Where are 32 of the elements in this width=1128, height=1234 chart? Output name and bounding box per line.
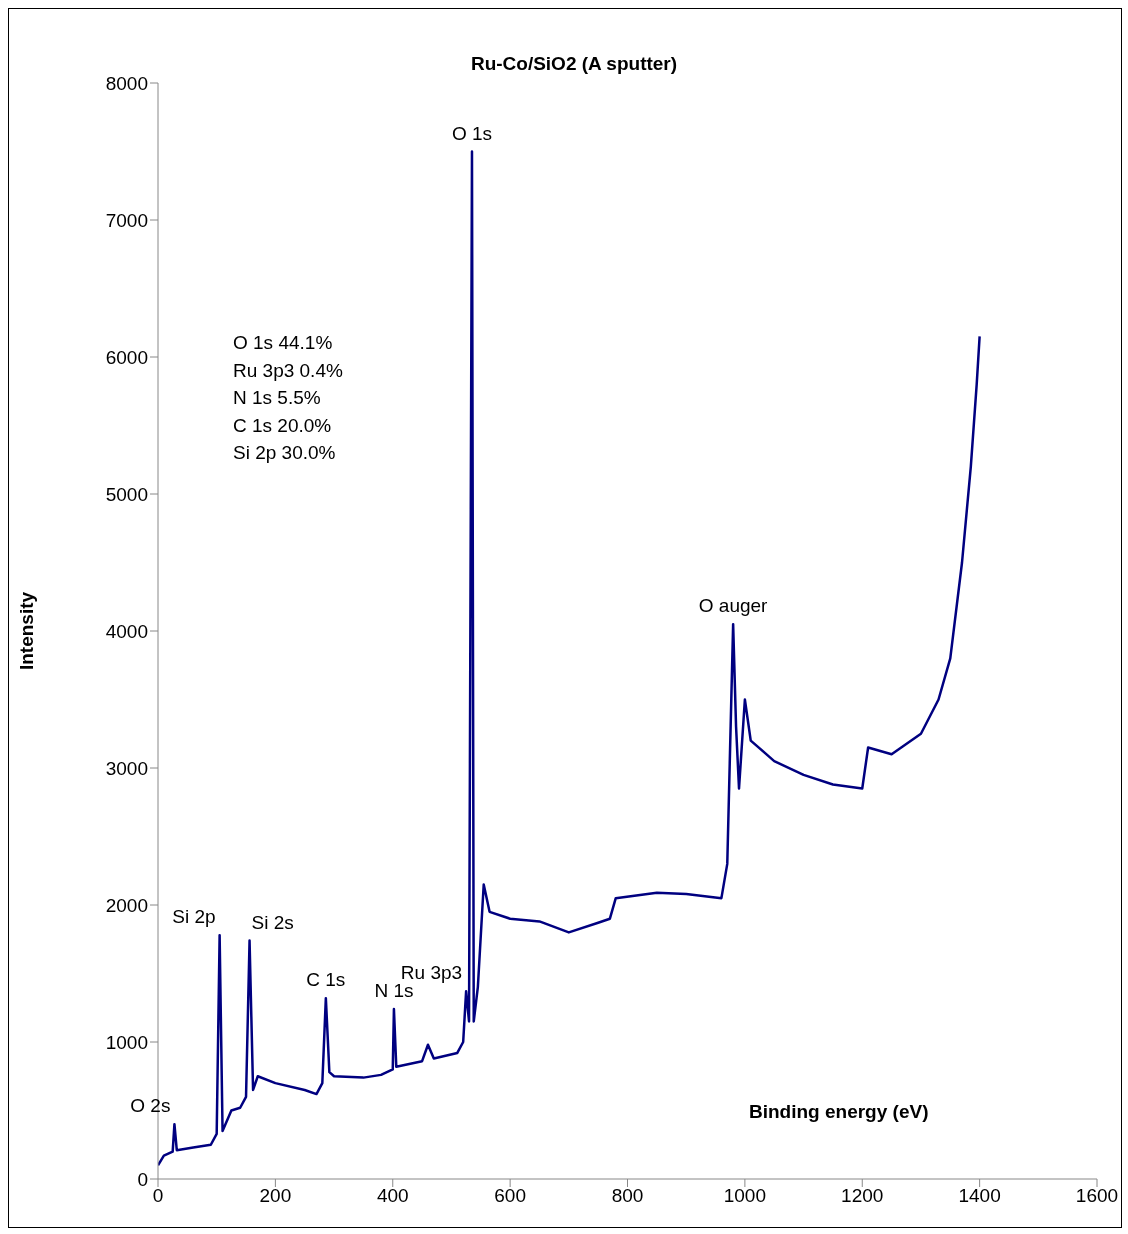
annotation: Si 2p	[172, 906, 216, 928]
annotation: O auger	[698, 595, 769, 617]
x-tick-label: 400	[376, 1185, 409, 1207]
x-tick-label: 1400	[958, 1185, 1001, 1207]
x-axis-title: Binding energy (eV)	[749, 1101, 929, 1123]
y-tick-label: 8000	[105, 72, 148, 94]
y-tick-label: 6000	[105, 346, 148, 368]
annotation: C 1s	[306, 969, 346, 991]
y-tick-label: 4000	[105, 620, 148, 642]
annotation: C 1s 20.0%	[233, 413, 333, 438]
chart-title: Ru-Co/SiO2 (A sputter)	[470, 53, 678, 74]
y-tick-label: 5000	[105, 483, 148, 505]
x-tick-label: 0	[152, 1185, 164, 1207]
annotation: O 1s 44.1%	[233, 331, 334, 355]
x-tick-label: 200	[259, 1185, 292, 1207]
y-tick-label: 2000	[105, 894, 148, 916]
x-tick-label: 600	[494, 1185, 526, 1207]
annotation: O 1s	[451, 122, 493, 144]
x-tick-label: 800	[611, 1185, 644, 1207]
x-tick-label: 1000	[723, 1185, 767, 1207]
x-tick-label: 1200	[841, 1185, 884, 1207]
y-axis-title: Intensity	[15, 591, 37, 671]
y-tick-label: 1000	[105, 1031, 148, 1053]
x-tick-label: 1600	[1075, 1185, 1119, 1207]
y-tick-label: 3000	[105, 757, 148, 779]
annotation: Si 2p 30.0%	[233, 441, 337, 465]
y-tick-label: 7000	[105, 209, 148, 231]
annotation: O 2s	[130, 1095, 171, 1117]
annotation: N 1s 5.5%	[233, 386, 322, 410]
annotation: Si 2s	[251, 911, 294, 933]
annotation: Ru 3p3 0.4%	[233, 358, 343, 383]
y-tick-label: 0	[137, 1168, 148, 1190]
